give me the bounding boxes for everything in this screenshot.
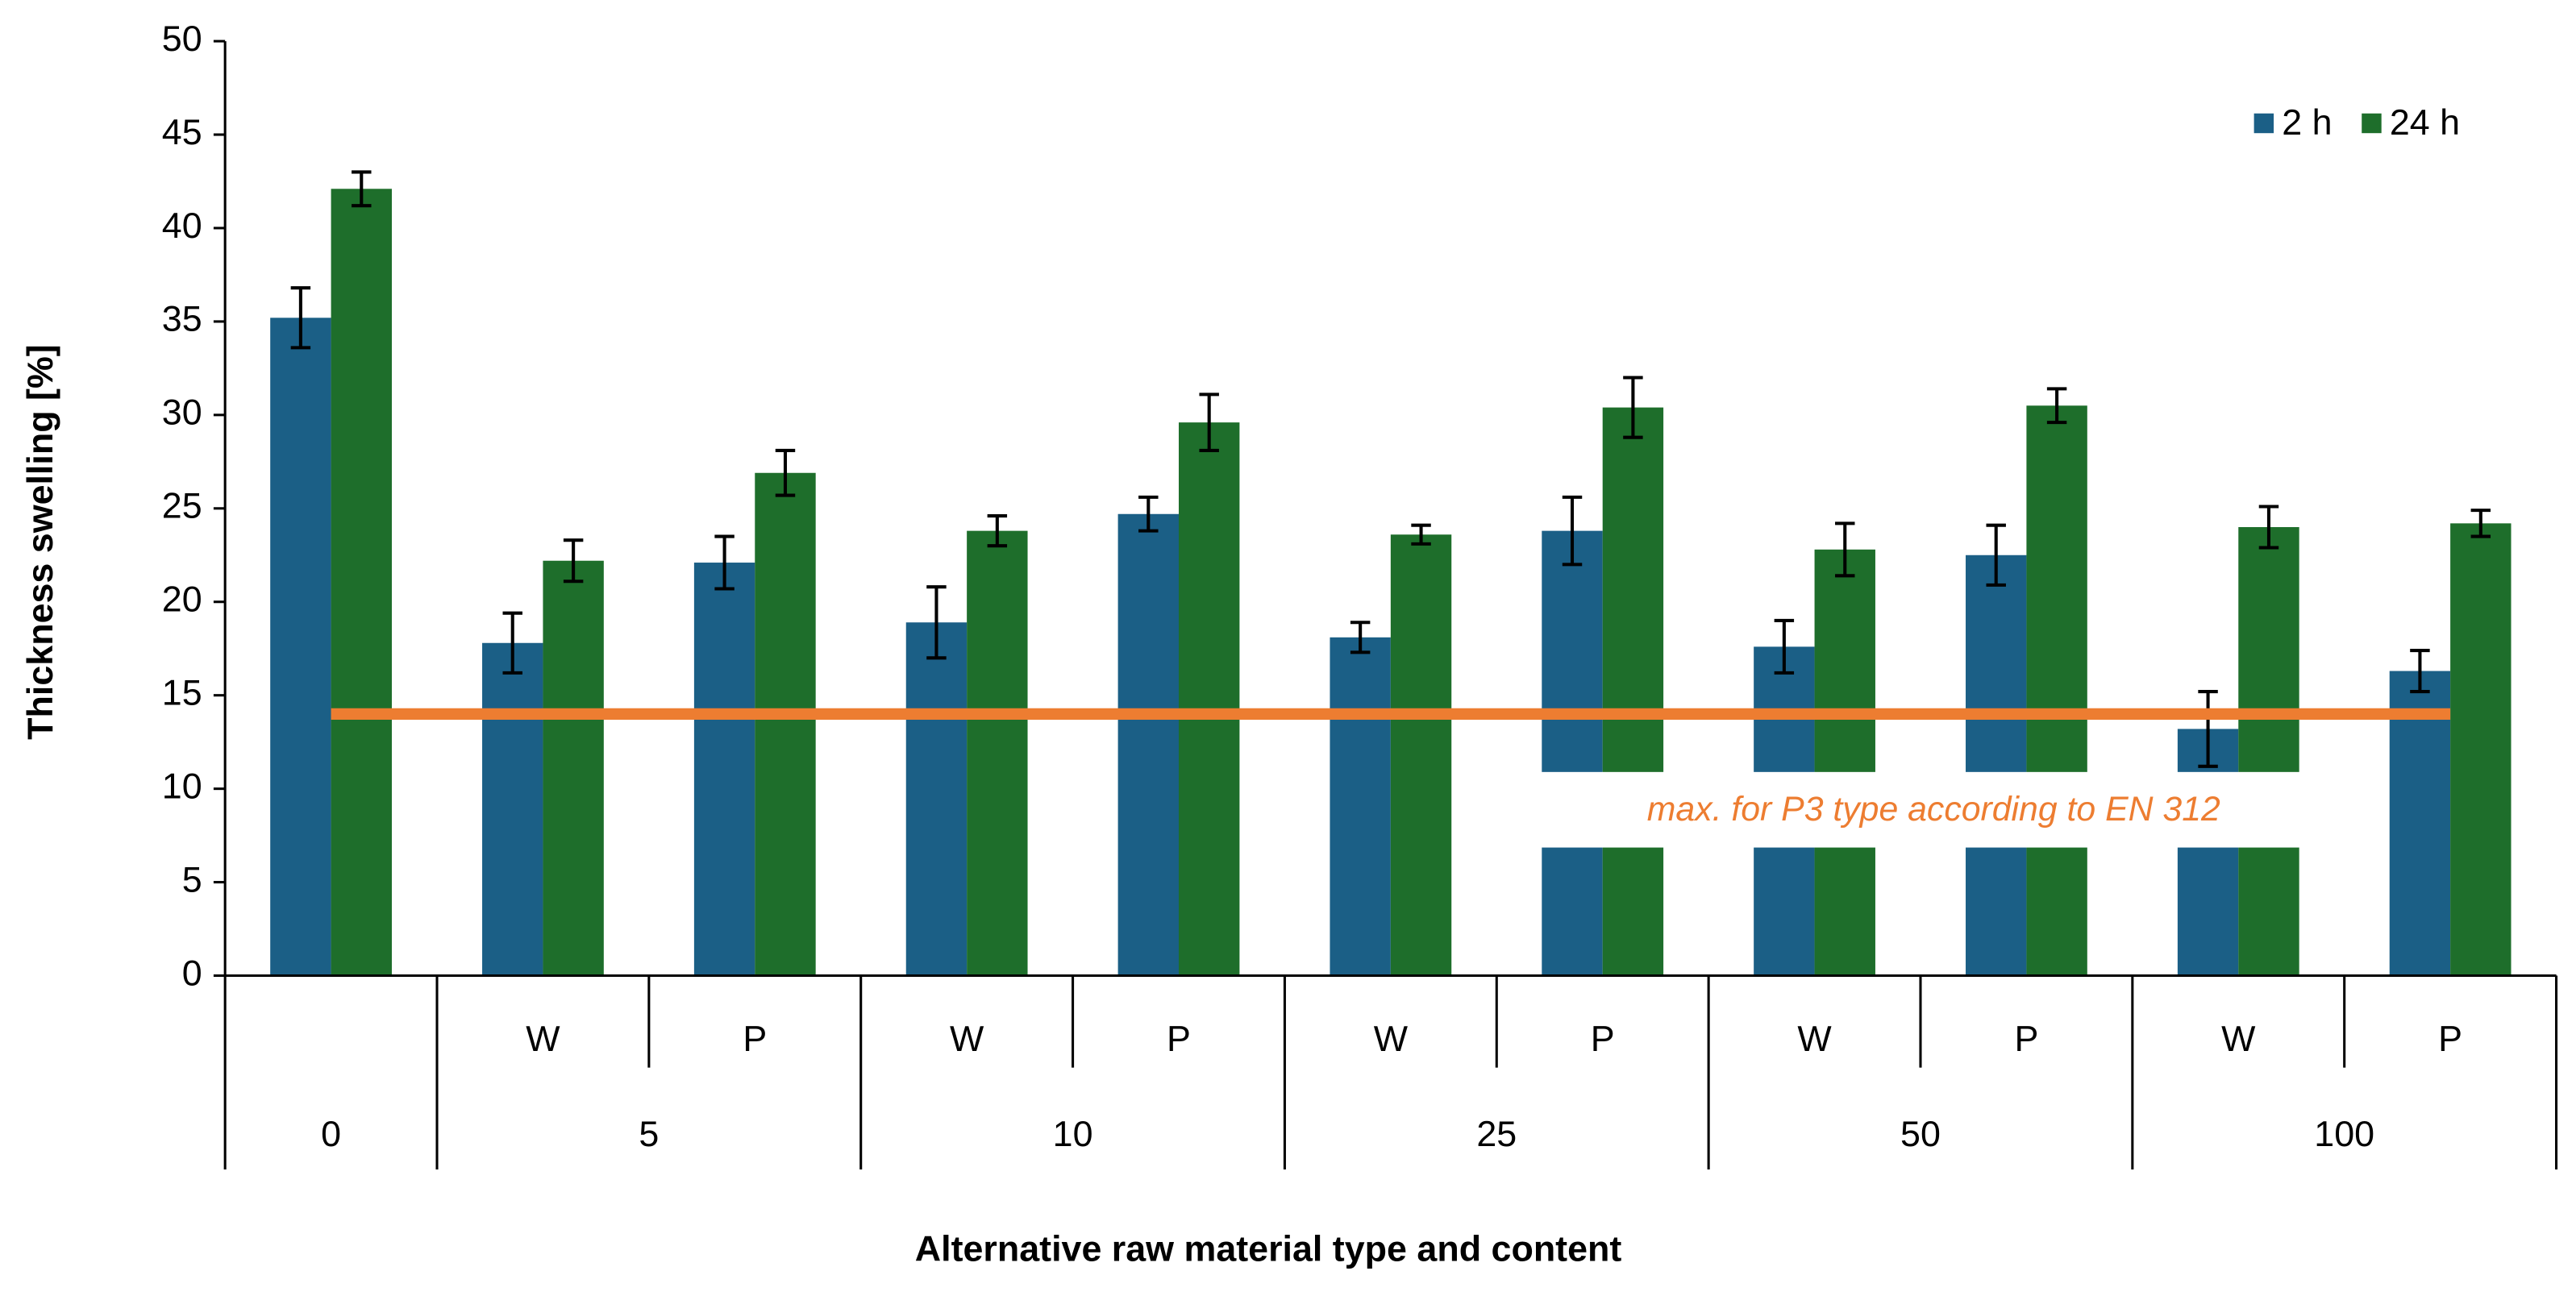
y-axis-title: Thickness swelling [%] — [20, 344, 60, 740]
bar — [967, 530, 1028, 976]
bar — [2450, 523, 2511, 976]
x-tick-label: W — [2221, 1019, 2256, 1059]
bar — [1814, 549, 1875, 976]
bar — [331, 189, 392, 976]
x-axis-title: Alternative raw material type and conten… — [915, 1229, 1622, 1269]
error-bar — [1623, 376, 1643, 439]
y-tick-label: 0 — [182, 953, 202, 993]
x-tick-label: P — [743, 1019, 767, 1059]
error-bar — [563, 538, 584, 584]
y-tick-label: 15 — [162, 673, 202, 713]
y-tick-label: 10 — [162, 766, 202, 806]
error-bar — [502, 611, 522, 675]
error-bar — [1774, 618, 1795, 675]
error-bar — [2198, 690, 2218, 768]
error-bar — [1835, 521, 1855, 578]
error-bar — [2258, 505, 2279, 550]
y-tick-label: 40 — [162, 206, 202, 246]
y-tick-label: 25 — [162, 486, 202, 526]
x-group-label: 0 — [321, 1114, 341, 1154]
annotation-background — [1538, 771, 2330, 848]
legend-swatch — [2362, 113, 2382, 134]
x-group-label: 25 — [1476, 1114, 1517, 1154]
y-tick-label: 35 — [162, 299, 202, 339]
error-bar — [1411, 523, 1431, 546]
bar — [1542, 530, 1603, 976]
error-bar — [1350, 621, 1371, 654]
bar — [1117, 513, 1179, 976]
error-bar — [2410, 648, 2430, 694]
x-tick-label: W — [1374, 1019, 1409, 1059]
bar — [2177, 729, 2239, 976]
error-bar — [2046, 387, 2067, 425]
y-tick-label: 30 — [162, 393, 202, 433]
error-bar — [1199, 393, 1219, 452]
bar — [2238, 526, 2299, 976]
error-bar — [290, 286, 311, 350]
x-group-label: 50 — [1900, 1114, 1941, 1154]
legend-label: 2 h — [2282, 102, 2332, 143]
y-tick-label: 45 — [162, 112, 202, 152]
x-tick-label: W — [526, 1019, 560, 1059]
error-bar — [352, 170, 372, 208]
legend-label: 24 h — [2390, 102, 2460, 143]
error-bar — [926, 585, 947, 660]
bar — [270, 318, 331, 976]
bar — [1602, 407, 1664, 976]
error-bar — [2470, 509, 2491, 538]
x-group-label: 10 — [1053, 1114, 1093, 1154]
bar — [693, 563, 755, 976]
legend-swatch — [2253, 113, 2274, 134]
bar — [1966, 555, 2027, 976]
bar — [1390, 534, 1452, 976]
error-bar — [775, 448, 796, 497]
y-tick-label: 5 — [182, 859, 202, 899]
x-tick-label: P — [1591, 1019, 1615, 1059]
bar — [482, 642, 543, 976]
error-bar — [1562, 495, 1583, 567]
y-tick-label: 20 — [162, 579, 202, 620]
x-tick-label: P — [2438, 1019, 2462, 1059]
y-tick-label: 50 — [162, 19, 202, 59]
x-tick-label: P — [2014, 1019, 2038, 1059]
x-group-label: 5 — [639, 1114, 659, 1154]
bar — [1330, 637, 1391, 976]
bar — [755, 472, 816, 976]
x-tick-label: P — [1167, 1019, 1191, 1059]
x-group-label: 100 — [2314, 1114, 2374, 1154]
bar — [905, 622, 968, 976]
bar — [543, 560, 604, 976]
x-tick-label: W — [950, 1019, 984, 1059]
bar — [1178, 422, 1240, 976]
error-bar — [1138, 495, 1159, 533]
reference-label: max. for P3 type according to EN 312 — [1647, 790, 2220, 829]
x-tick-label: W — [1797, 1019, 1832, 1059]
error-bar — [714, 534, 735, 591]
error-bar — [987, 514, 1008, 548]
error-bar — [1986, 523, 2006, 587]
bar — [2026, 405, 2087, 976]
bar — [2389, 671, 2451, 976]
